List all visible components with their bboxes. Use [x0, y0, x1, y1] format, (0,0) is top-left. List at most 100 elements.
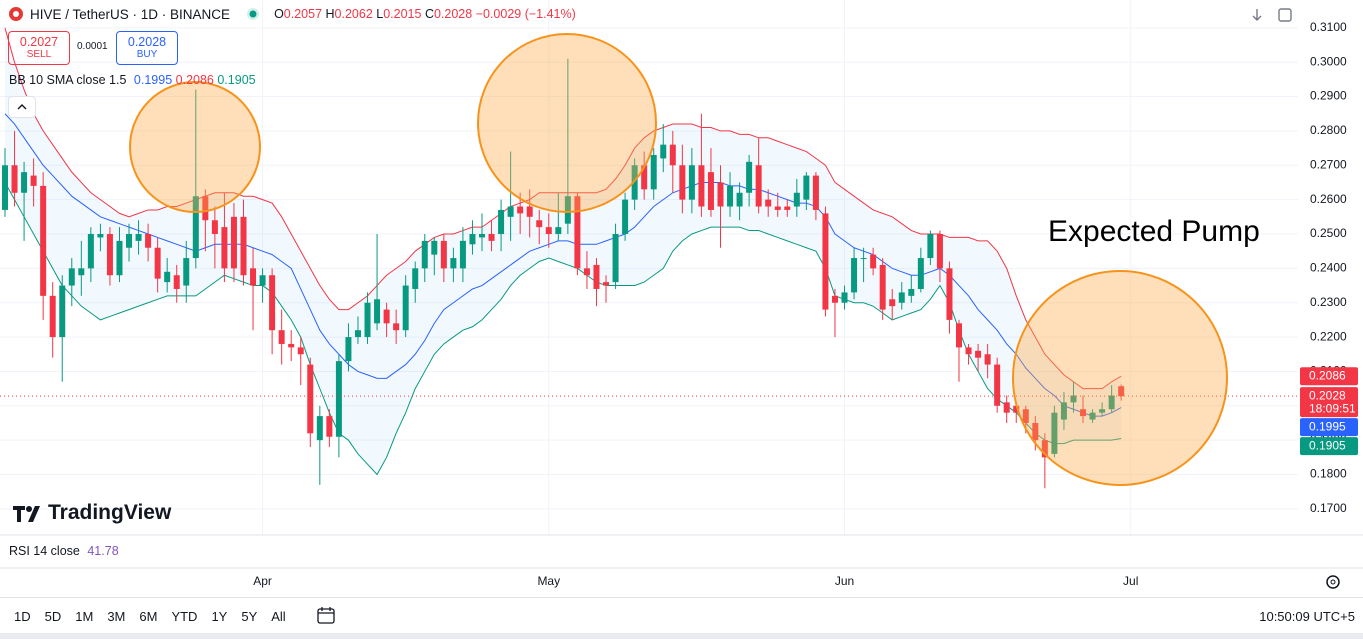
candle-body: [631, 165, 638, 200]
highlight-circle: [129, 81, 261, 213]
timeframe-button[interactable]: YTD: [171, 608, 198, 624]
candle-body: [479, 233, 485, 238]
candle-body: [440, 240, 447, 269]
candle-body: [793, 192, 800, 207]
buy-button[interactable]: 0.2028 BUY: [116, 31, 178, 65]
candle-body: [221, 227, 228, 269]
spread: 0.0001: [77, 41, 108, 52]
clock: 10:50:09 UTC+5: [1259, 608, 1355, 624]
candle-body: [297, 347, 304, 355]
download-icon[interactable]: [1252, 9, 1262, 21]
candle-body: [250, 268, 257, 286]
candle-body: [173, 275, 180, 289]
candle-body: [698, 165, 705, 207]
date-range-icon[interactable]: [315, 605, 337, 627]
candle-body: [1041, 440, 1048, 458]
sell-button[interactable]: 0.2027 SELL: [8, 31, 70, 65]
candle-body: [707, 172, 714, 210]
candle-body: [116, 240, 123, 276]
candle-body: [97, 233, 104, 238]
price-label-box: [1300, 387, 1358, 418]
candle-body: [650, 154, 657, 190]
y-tick-label: 0.2200: [1310, 329, 1347, 343]
x-tick-label: Jun: [835, 574, 854, 588]
candle-body: [345, 337, 352, 362]
candle-body: [593, 264, 600, 289]
candle-body: [40, 185, 47, 296]
timeframe-button[interactable]: 5D: [44, 608, 62, 624]
candle-body: [965, 347, 972, 355]
candle-body: [421, 240, 428, 269]
timeframe-button[interactable]: 6M: [139, 608, 158, 624]
brand-name: TradingView: [48, 501, 172, 524]
ohlc-value: 0.2062: [334, 7, 373, 21]
candle-body: [126, 233, 133, 248]
ohlc-value: 0.2015: [383, 7, 422, 21]
candle-body: [469, 233, 476, 245]
candle-body: [164, 271, 171, 283]
timeframe-button[interactable]: 3M: [107, 608, 126, 624]
candle-body: [1089, 412, 1096, 420]
candle-body: [154, 247, 161, 279]
band-line: [4, 182, 1122, 476]
candle-body: [879, 264, 886, 310]
indicator-value: 0.1905: [217, 73, 256, 87]
candle-body: [641, 165, 648, 190]
candle-body: [908, 288, 915, 296]
candle-body: [135, 233, 142, 241]
ohlc-label: C: [424, 7, 434, 21]
candle-body: [603, 282, 610, 286]
candle-body: [536, 220, 543, 228]
price-label: 0.1995: [1309, 419, 1346, 433]
price-label-box: [1300, 418, 1358, 437]
candle-body: [240, 216, 247, 276]
candle-body: [192, 196, 199, 259]
band-line: [4, 27, 1122, 390]
timeframe-button[interactable]: 1D: [14, 608, 31, 624]
candle-body: [774, 206, 781, 210]
candle-body: [106, 233, 113, 276]
candle-body: [765, 199, 772, 207]
candle-body: [354, 330, 361, 338]
y-tick-label: 0.2800: [1310, 123, 1347, 137]
ohlc-value: 0.2028: [433, 7, 473, 21]
candle-body: [402, 285, 409, 331]
settings-icon[interactable]: [1326, 575, 1340, 589]
price-label-box: [1300, 437, 1358, 456]
y-tick-label: 0.2700: [1310, 157, 1347, 171]
candle-body: [851, 258, 858, 293]
timeframe-button[interactable]: 5Y: [241, 608, 258, 624]
toolbar-icons: [1248, 6, 1298, 29]
candle-body: [555, 227, 562, 234]
refresh-icon[interactable]: [1278, 8, 1292, 22]
timeframe-button[interactable]: All: [271, 608, 286, 624]
candle-body: [1032, 422, 1039, 441]
candle-body: [288, 343, 295, 348]
candle-body: [669, 144, 676, 166]
candle-body: [956, 323, 962, 348]
timeframe-button[interactable]: 1Y: [211, 608, 228, 624]
candle-body: [994, 364, 1001, 406]
candle-body: [431, 240, 438, 255]
bottom-toolbar: 1D 5D 1M 3M 6M YTD 1Y 5Y All 10:50:09 UTC+5: [0, 597, 1363, 634]
candle-body: [860, 258, 867, 260]
change: −0.0029 (−1.41%): [475, 7, 576, 21]
band-fill: [5, 27, 1122, 475]
candle-body: [1070, 395, 1077, 403]
candle-body: [364, 302, 371, 338]
candle-body: [822, 213, 829, 310]
candle-body: [316, 416, 323, 441]
annotation: Expected Pump: [1048, 215, 1260, 248]
candle-body: [736, 192, 743, 207]
status-dot: [247, 8, 260, 20]
candle-body: [612, 233, 619, 283]
candle-body: [917, 258, 924, 289]
ohlc-label: O: [274, 7, 284, 21]
collapse-button[interactable]: [8, 96, 36, 118]
candle-body: [727, 185, 734, 207]
x-tick-label: May: [537, 574, 560, 588]
timeframe-button[interactable]: 1M: [75, 608, 94, 624]
ohlc-label: H: [325, 7, 335, 21]
candle-body: [660, 144, 667, 159]
